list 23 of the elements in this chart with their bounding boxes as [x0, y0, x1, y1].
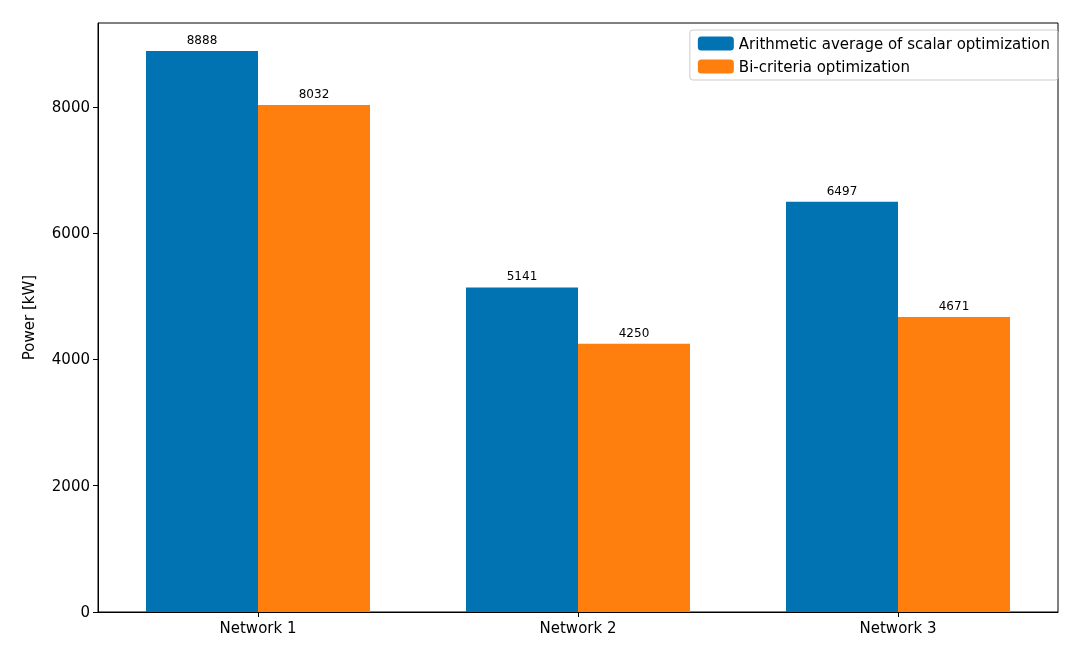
data-label: 8032: [298, 86, 330, 101]
x-tick-label: Network 2: [539, 618, 617, 637]
data-label: 6497: [826, 183, 858, 198]
x-tick-label: Network 3: [859, 618, 937, 637]
y-tick-label: 8000: [51, 97, 90, 116]
y-tick-label: 6000: [51, 224, 90, 243]
x-tick-label: Network 1: [219, 618, 297, 637]
data-label: 4671: [938, 299, 970, 314]
bar: [258, 104, 370, 612]
legend-label: Bi-criteria optimization: [738, 57, 911, 76]
y-axis-title: Power [kW]: [19, 274, 38, 361]
bar: [146, 50, 258, 612]
data-label: 5141: [506, 269, 538, 284]
y-tick-label: 0: [80, 603, 90, 621]
bar: [786, 201, 898, 612]
data-label: 4250: [618, 325, 650, 340]
bar: [578, 343, 690, 612]
bar: [898, 317, 1010, 612]
legend-label: Arithmetic average of scalar optimization: [738, 34, 1051, 53]
y-tick-label: 4000: [51, 350, 90, 369]
bar: [466, 287, 578, 612]
data-label: 8888: [186, 32, 218, 47]
y-tick-label: 2000: [51, 476, 90, 495]
